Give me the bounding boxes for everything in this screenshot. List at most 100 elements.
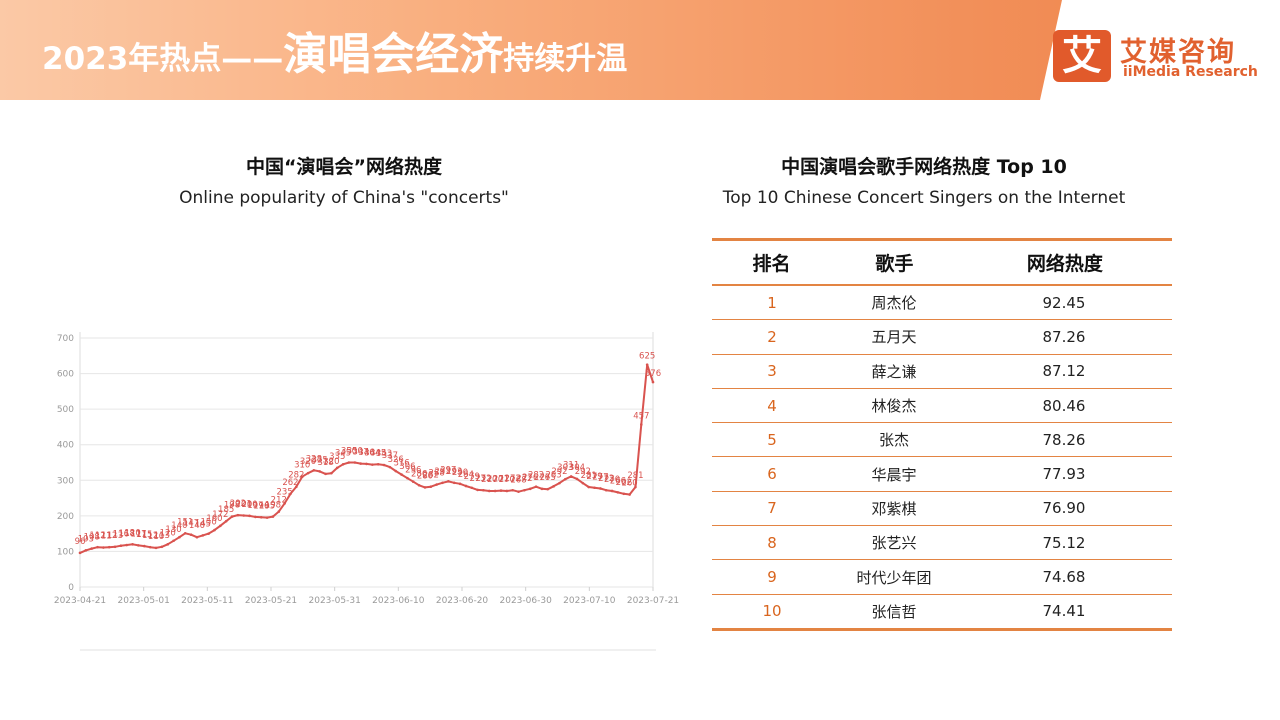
data-label: 303 (557, 463, 573, 473)
x-tick-label: 2023-07-21 (627, 596, 679, 606)
data-label: 293 (434, 467, 450, 477)
score-cell: 87.12 (1042, 362, 1086, 381)
data-point (277, 510, 281, 513)
data-label: 150 (201, 518, 217, 528)
table-row: 4 林俊杰 80.46 (712, 389, 1172, 424)
data-point (102, 546, 105, 549)
data-label: 282 (423, 471, 439, 481)
y-tick-label: 700 (57, 334, 74, 344)
y-tick-label: 500 (57, 405, 74, 415)
rank-cell: 3 (767, 362, 777, 381)
score-cell: 76.90 (1042, 499, 1086, 518)
data-point (178, 535, 181, 539)
singer-cell: 张信哲 (871, 602, 917, 621)
singer-cell: 周杰伦 (871, 294, 917, 313)
data-label: 147 (183, 519, 199, 529)
rank-cell: 4 (767, 396, 777, 415)
rank-cell: 6 (767, 465, 777, 484)
data-label: 198 (224, 501, 240, 511)
data-point (189, 533, 193, 537)
data-point (441, 481, 444, 485)
data-point (376, 462, 380, 466)
data-label: 350 (341, 447, 357, 457)
data-point (640, 423, 643, 426)
data-label: 272 (475, 474, 491, 484)
data-point (435, 483, 438, 486)
data-point (265, 516, 269, 519)
data-label: 277 (592, 472, 608, 482)
data-label: 293 (446, 467, 462, 477)
y-tick-label: 400 (57, 441, 74, 451)
rank-cell: 2 (767, 327, 777, 346)
data-label: 283 (545, 470, 561, 480)
data-point (452, 481, 456, 485)
data-point (587, 485, 590, 489)
data-label: 266 (610, 476, 626, 486)
data-label: 103 (78, 534, 94, 544)
data-label: 311 (563, 460, 579, 470)
data-point (622, 492, 626, 496)
table-row: 8 张艺兴 75.12 (712, 526, 1172, 561)
data-point (476, 488, 479, 492)
singer-cell: 时代少年团 (856, 568, 932, 587)
data-label: 271 (493, 475, 509, 485)
data-label: 276 (522, 473, 538, 483)
data-point (610, 489, 614, 493)
data-point (312, 469, 316, 472)
data-point (411, 480, 415, 484)
singer-ranking-table: 排名 歌手 网络热度 1 周杰伦 92.45 2 五月天 87.26 3 薛之谦 87.12… (712, 238, 1172, 631)
data-label: 279 (464, 472, 480, 482)
data-point (113, 545, 117, 549)
data-label: 235 (277, 487, 293, 497)
data-point (306, 471, 310, 475)
data-point (160, 545, 164, 549)
data-point (295, 485, 298, 488)
chart-title-cn: 中国“演唱会”网络热度 (246, 156, 442, 178)
data-point (201, 534, 205, 537)
data-label: 326 (388, 455, 404, 465)
data-point (616, 491, 620, 494)
header-singer: 歌手 (830, 241, 956, 284)
data-point (143, 544, 146, 548)
table-title-en: Top 10 Chinese Concert Singers on the In… (722, 188, 1126, 208)
data-point (505, 489, 509, 493)
data-label: 140 (171, 521, 187, 531)
data-point (511, 488, 514, 492)
data-label: 576 (645, 369, 661, 379)
y-tick-label: 200 (57, 512, 74, 522)
data-label: 272 (516, 474, 532, 484)
brand-logo-icon: 艾 (1053, 30, 1111, 82)
rank-cell: 10 (762, 602, 782, 621)
data-label: 286 (411, 469, 427, 479)
data-label: 113 (154, 531, 170, 541)
brand-name-cn: 艾媒咨询 (1120, 37, 1236, 68)
singer-cell: 张杰 (878, 431, 909, 450)
header-score: 网络热度 (955, 241, 1172, 284)
data-label: 268 (510, 476, 526, 486)
data-point (464, 484, 468, 488)
data-point (183, 531, 187, 535)
data-point (540, 487, 544, 491)
data-point (335, 466, 339, 470)
score-cell: 74.41 (1042, 602, 1086, 621)
data-point (400, 473, 403, 476)
data-label: 120 (125, 528, 141, 538)
data-label: 343 (376, 449, 392, 459)
data-label: 195 (259, 502, 275, 512)
data-point (154, 546, 158, 550)
rank-cell: 5 (767, 430, 777, 449)
data-label: 110 (148, 532, 164, 542)
x-tick-label: 2023-05-11 (181, 596, 233, 606)
x-tick-label: 2023-05-01 (118, 596, 170, 606)
data-point (289, 492, 292, 496)
data-label: 457 (633, 411, 649, 421)
data-label: 160 (206, 514, 222, 524)
data-label: 345 (370, 448, 386, 458)
data-label: 328 (306, 454, 322, 464)
data-label: 120 (160, 528, 176, 538)
data-point (148, 545, 152, 549)
page-title: 2023年热点——演唱会经济持续升温 (42, 18, 627, 82)
score-cell: 75.12 (1042, 533, 1086, 552)
data-point (429, 485, 433, 488)
data-label: 290 (452, 468, 468, 478)
